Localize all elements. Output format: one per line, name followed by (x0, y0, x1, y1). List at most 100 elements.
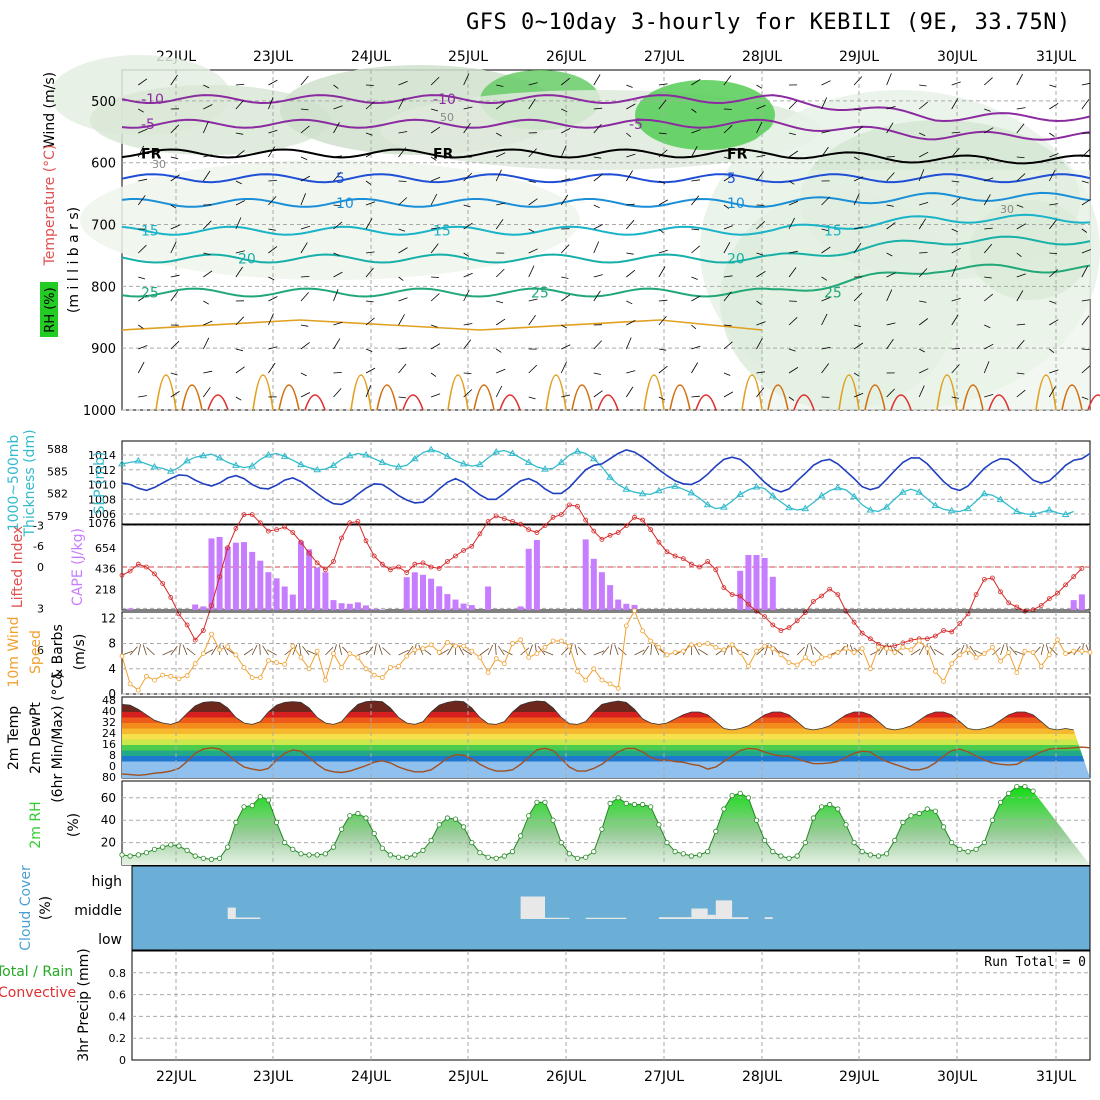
rh-marker (379, 845, 385, 851)
wind-marker (672, 650, 678, 655)
thickness-marker (606, 473, 614, 480)
thickness-marker (817, 491, 826, 499)
rh-marker (965, 848, 971, 855)
wind-marker (404, 653, 410, 659)
wind-marker (941, 679, 946, 684)
wind-barb-10m (487, 644, 494, 656)
thickness-marker (899, 488, 907, 495)
wind-barb (300, 276, 310, 278)
rh-marker (778, 853, 784, 859)
lifted-marker (306, 550, 312, 556)
wind-barb (398, 247, 408, 254)
thickness-marker (150, 462, 159, 470)
wind-barb (853, 176, 864, 182)
y-tick-wind: 12 (101, 611, 116, 625)
wind-marker (420, 646, 426, 651)
wind-barb (268, 228, 276, 231)
y-label-temp: 2m Temp (6, 706, 22, 770)
lifted-marker (550, 514, 556, 520)
wind-barb (235, 200, 246, 206)
cape-bar (232, 542, 239, 610)
wind-marker (721, 647, 727, 653)
isotherm-label: 5 (727, 171, 736, 187)
wind-barb (528, 265, 535, 278)
wind-barb (593, 204, 600, 209)
cape-bar (753, 555, 760, 610)
wind-marker (347, 651, 353, 656)
wind-barb (984, 156, 990, 162)
wind-barb-10m (870, 649, 881, 656)
wind-barb (1049, 132, 1055, 137)
wind-marker (794, 662, 800, 668)
lifted-marker (746, 601, 751, 607)
wind-marker (1071, 648, 1077, 654)
lifted-marker (697, 564, 702, 570)
wind-barb (268, 313, 274, 326)
wind-barb (398, 363, 407, 374)
y-label-dewpt: 2m DewPt (28, 702, 44, 774)
thickness-marker (378, 458, 387, 465)
wind-barb-10m (910, 648, 921, 656)
wind-marker (746, 663, 751, 669)
thickness-marker (508, 449, 517, 456)
rh-marker (542, 799, 548, 805)
wind-barb (1081, 228, 1088, 233)
wind-barb (853, 292, 863, 302)
wind-marker (640, 628, 645, 634)
cape-bar (281, 586, 288, 610)
warm-contour (121, 319, 763, 331)
wind-barb (626, 219, 635, 230)
y-tick-precip: 0.4 (109, 1010, 127, 1023)
wind-marker (973, 655, 979, 660)
wind-barb (496, 368, 506, 374)
wind-barb (203, 220, 212, 230)
y-tick-wind: 4 (108, 662, 116, 676)
y-label-rh: RH (%) (43, 287, 58, 332)
rh-marker (314, 852, 320, 858)
wind-barb (235, 266, 243, 278)
wind-barb (821, 363, 830, 374)
lifted-marker (843, 608, 849, 614)
wind-barb (528, 82, 538, 86)
wind-barb (853, 242, 862, 254)
wind-barb (919, 132, 926, 137)
wind-barb (886, 222, 896, 230)
cape-bar (533, 540, 540, 610)
wind-marker (697, 642, 702, 648)
thickness-marker (443, 452, 452, 459)
wind-barb (951, 364, 960, 374)
wind-barb (495, 102, 506, 110)
wind-barb (1016, 273, 1026, 278)
thickness-marker (768, 491, 777, 499)
wind-barb (593, 173, 603, 182)
wind-barb (886, 73, 892, 86)
y-label-wind-units: (m/s) (72, 634, 88, 671)
wind-barb-10m (398, 649, 409, 656)
wind-marker (900, 644, 906, 650)
isotherm-label: FR (433, 146, 454, 162)
wind-barb (333, 221, 343, 230)
wind-marker (339, 665, 345, 670)
wind-barb (756, 104, 766, 110)
wind-barb-10m (528, 644, 533, 656)
cloud-segment (520, 896, 545, 919)
wind-barb (788, 132, 797, 136)
isotherm-label: 10 (727, 196, 745, 212)
y-tick-pressure: 800 (91, 280, 116, 295)
wind-barb (203, 370, 213, 374)
wind-barb (984, 343, 994, 350)
wind-barb (788, 217, 795, 230)
rh-marker (558, 839, 564, 846)
cape-bar (452, 599, 459, 610)
warm-contour (1061, 384, 1083, 411)
wind-barb-10m (243, 648, 254, 656)
y-label-barbs: & Barbs (50, 624, 66, 680)
cloud-segment (691, 908, 708, 919)
rh-marker (151, 846, 158, 852)
isotherm-line (121, 148, 1091, 165)
rh-marker (737, 790, 743, 796)
wind-barb (398, 396, 407, 399)
upper-air-panel (50, 55, 1100, 411)
temp-band (122, 745, 1090, 751)
wind-barb (430, 156, 437, 161)
